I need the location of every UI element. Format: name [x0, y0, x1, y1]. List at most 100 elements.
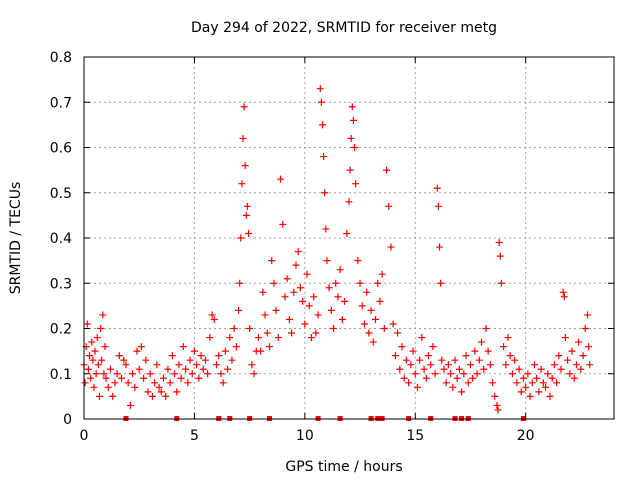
data-point [327, 306, 335, 314]
data-point [330, 325, 338, 332]
data-point [579, 352, 587, 360]
data-point [489, 379, 497, 387]
data-point [122, 361, 130, 369]
data-point [420, 365, 428, 373]
data-point [458, 388, 466, 396]
data-point [345, 198, 353, 206]
data-point [460, 370, 468, 378]
data-point [94, 361, 102, 369]
data-point [101, 343, 109, 351]
y-tick-label: 0.4 [50, 231, 72, 247]
data-point [561, 334, 569, 342]
data-point [84, 365, 92, 373]
data-point [177, 374, 185, 382]
data-point [294, 248, 302, 256]
data-point [274, 334, 282, 342]
data-point [360, 320, 368, 328]
data-point [548, 374, 556, 382]
data-point [346, 166, 354, 174]
data-point [519, 374, 527, 382]
y-tick-label: 0.5 [50, 186, 72, 202]
data-point [546, 392, 554, 400]
data-point [537, 365, 545, 373]
data-point [338, 315, 346, 323]
data-point [312, 329, 320, 337]
y-tick-label: 0.3 [50, 276, 72, 292]
data-point [151, 379, 159, 387]
data-point [98, 356, 106, 364]
data-point [224, 365, 232, 373]
data-point [87, 374, 95, 382]
axis-ticks [83, 56, 614, 420]
data-point [133, 347, 141, 355]
data-point [135, 365, 143, 373]
data-point [440, 365, 448, 373]
data-point [555, 352, 563, 360]
data-point [429, 343, 437, 351]
data-point [173, 388, 181, 396]
data-point [343, 229, 351, 237]
data-point [347, 134, 355, 142]
data-point [372, 315, 379, 323]
data-point [109, 392, 117, 400]
data-point [179, 343, 187, 351]
data-point [316, 85, 324, 93]
data-point [89, 356, 97, 364]
data-point [118, 374, 126, 382]
data-point [237, 234, 245, 242]
data-point [285, 315, 293, 323]
x-tick-label: 10 [296, 428, 314, 444]
data-point [462, 352, 470, 360]
data-point [575, 338, 583, 346]
y-axis-label: SRMTID / TECUs [8, 182, 24, 295]
data-point [418, 334, 426, 342]
data-point [292, 261, 300, 269]
y-tick-label: 0.7 [50, 95, 72, 111]
data-point [494, 406, 502, 414]
data-point [266, 343, 273, 351]
data-point [515, 365, 523, 373]
data-point [242, 211, 250, 219]
data-point [236, 279, 244, 287]
data-point [478, 338, 485, 346]
data-point [482, 325, 490, 332]
data-point [228, 356, 236, 364]
data-point [367, 306, 375, 314]
data-point [120, 356, 128, 364]
data-point [484, 347, 492, 355]
data-point [148, 392, 156, 400]
data-point [182, 365, 190, 373]
data-point [217, 370, 225, 378]
data-point [471, 347, 479, 355]
data-point [422, 374, 430, 382]
data-point [325, 284, 333, 292]
data-point [213, 361, 220, 369]
data-point [197, 352, 205, 360]
data-point [526, 392, 534, 400]
data-point [544, 370, 552, 378]
data-point [296, 284, 304, 292]
data-point [413, 383, 421, 391]
data-point [221, 347, 229, 355]
y-tick-label: 0.2 [50, 322, 72, 338]
data-point [81, 379, 89, 387]
data-point [99, 311, 107, 319]
data-point [155, 383, 163, 391]
data-point [277, 175, 285, 183]
data-point [250, 370, 258, 378]
y-tick-label: 0.6 [50, 141, 72, 157]
data-point [272, 306, 280, 314]
data-point [91, 347, 99, 355]
data-point [144, 388, 152, 396]
data-point [201, 356, 209, 364]
data-point [497, 279, 505, 287]
data-point [402, 356, 410, 364]
data-point [356, 279, 364, 287]
data-point [157, 388, 165, 396]
data-point [480, 365, 488, 373]
data-point [290, 288, 298, 296]
data-point [427, 361, 435, 369]
data-point [259, 288, 267, 296]
data-point [320, 153, 328, 161]
data-point [394, 329, 402, 337]
